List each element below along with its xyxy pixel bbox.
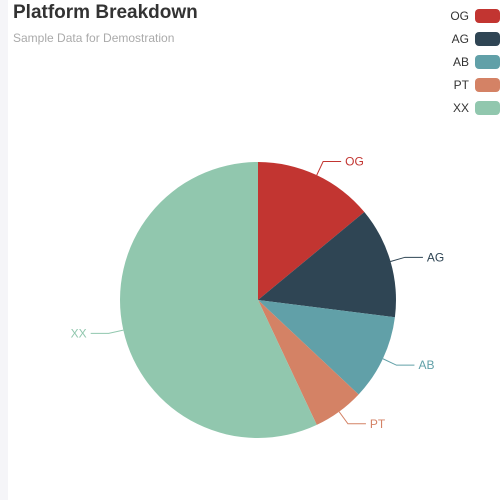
- legend-label: AB: [452, 54, 469, 69]
- chart-legend: OG AG AB PT XX: [450, 4, 500, 119]
- slice-label-pt: PT: [370, 417, 386, 431]
- legend-item-xx[interactable]: XX: [450, 96, 500, 119]
- legend-item-ag[interactable]: AG: [450, 27, 500, 50]
- label-line-og: [316, 161, 342, 176]
- slice-label-ag: AG: [427, 250, 444, 264]
- chart-title: Platform Breakdown: [13, 2, 198, 23]
- left-edge-divider: [0, 0, 8, 500]
- slice-label-og: OG: [345, 155, 364, 169]
- pie-slice-pt[interactable]: [258, 300, 359, 425]
- legend-label: OG: [450, 8, 469, 23]
- label-line-ag: [390, 256, 423, 262]
- label-line-pt: [338, 411, 366, 425]
- legend-label: XX: [452, 100, 469, 115]
- pie-slice-ab[interactable]: [258, 300, 395, 395]
- pie-slice-xx[interactable]: [120, 162, 317, 438]
- label-line-xx: [90, 329, 124, 334]
- legend-swatch: [475, 8, 500, 23]
- slice-label-ab: AB: [418, 358, 434, 372]
- pie-slice-ag[interactable]: [258, 212, 396, 318]
- legend-label: AG: [451, 31, 469, 46]
- chart-subtitle: Sample Data for Demostration: [13, 31, 175, 45]
- legend-swatch: [475, 54, 500, 69]
- legend-swatch: [475, 77, 500, 92]
- legend-swatch: [475, 100, 500, 115]
- legend-item-ab[interactable]: AB: [450, 50, 500, 73]
- legend-item-pt[interactable]: PT: [450, 73, 500, 96]
- label-line-ab: [382, 358, 415, 366]
- legend-label: PT: [453, 77, 469, 92]
- legend-item-og[interactable]: OG: [450, 4, 500, 27]
- slice-label-xx: XX: [71, 326, 87, 340]
- pie-slice-og[interactable]: [258, 162, 365, 300]
- legend-swatch: [475, 31, 500, 46]
